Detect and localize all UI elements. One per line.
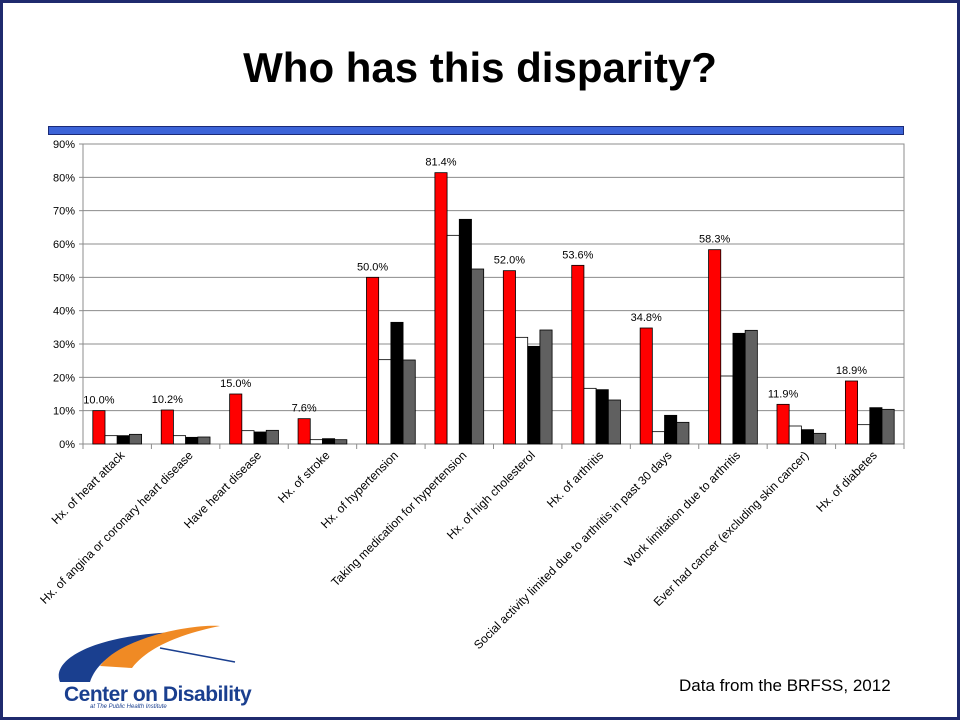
y-tick-label: 20% xyxy=(53,372,75,384)
bar xyxy=(197,436,211,445)
bar xyxy=(334,439,348,445)
bar xyxy=(173,435,187,445)
bar xyxy=(857,424,871,445)
bar xyxy=(116,435,130,445)
y-tick-label: 50% xyxy=(53,272,75,284)
bar xyxy=(309,439,323,445)
bar xyxy=(708,249,722,445)
bar xyxy=(378,359,392,445)
bar xyxy=(515,336,529,445)
data-label: 52.0% xyxy=(494,255,525,267)
y-tick-label: 60% xyxy=(53,239,75,251)
bar xyxy=(607,399,621,445)
bar xyxy=(92,410,106,445)
bar xyxy=(265,429,279,445)
data-label: 53.6% xyxy=(562,249,593,261)
slide-title: Who has this disparity? xyxy=(243,44,717,91)
bar xyxy=(776,403,790,445)
logo-text: Center on Disability xyxy=(64,683,252,706)
bar xyxy=(881,408,895,445)
bar xyxy=(800,429,814,445)
x-category-label: Ever had cancer (excluding skin cancer) xyxy=(651,448,812,609)
bar xyxy=(651,431,665,445)
center-on-disability-logo xyxy=(58,625,236,682)
data-label: 11.9% xyxy=(768,388,799,400)
data-label: 7.6% xyxy=(292,403,317,415)
bar xyxy=(104,435,118,445)
bar xyxy=(471,268,485,445)
bar xyxy=(434,172,448,445)
logo-subtext: at The Public Health Institute xyxy=(90,704,167,710)
y-tick-label: 40% xyxy=(53,306,75,318)
bar xyxy=(527,345,541,445)
bar xyxy=(129,433,143,445)
data-label: 10.2% xyxy=(152,394,183,406)
data-source-note: Data from the BRFSS, 2012 xyxy=(679,676,891,695)
bar xyxy=(595,389,609,445)
bar xyxy=(676,421,690,445)
bar xyxy=(297,418,311,445)
data-label: 15.0% xyxy=(220,378,251,390)
bar xyxy=(160,409,174,445)
bar xyxy=(446,234,460,445)
x-category-label: Hx. of stroke xyxy=(275,448,333,506)
y-tick-label: 30% xyxy=(53,339,75,351)
bar xyxy=(241,430,255,445)
x-category-label: Hx. of arthritis xyxy=(544,448,606,510)
data-label: 50.0% xyxy=(357,261,388,273)
x-category-label: Work limitation due to arthritis xyxy=(622,448,744,570)
data-label: 81.4% xyxy=(425,157,456,169)
y-tick-label: 70% xyxy=(53,206,75,218)
x-category-label: Hx. of diabetes xyxy=(813,448,880,515)
bar xyxy=(844,380,858,445)
data-label: 58.3% xyxy=(699,234,730,246)
bar xyxy=(253,431,267,445)
x-category-label: Hx. of angina or coronary heart disease xyxy=(37,448,196,607)
x-category-label: Taking medication for hypertension xyxy=(328,448,469,589)
y-tick-label: 10% xyxy=(53,406,75,418)
bar xyxy=(322,438,336,445)
bar xyxy=(229,393,243,445)
x-category-label: Hx. of heart attack xyxy=(49,448,128,527)
bar xyxy=(571,264,585,445)
bar xyxy=(583,387,597,445)
bar xyxy=(185,436,199,445)
y-tick-label: 80% xyxy=(53,172,75,184)
title-divider-bar xyxy=(48,126,904,135)
bar xyxy=(402,359,416,445)
data-label: 18.9% xyxy=(836,365,867,377)
bar xyxy=(390,321,404,445)
bar xyxy=(502,270,516,445)
bar xyxy=(813,432,827,445)
bar xyxy=(732,332,746,445)
y-tick-label: 90% xyxy=(53,139,75,151)
bar xyxy=(639,327,653,445)
bar xyxy=(869,407,883,445)
data-label: 10.0% xyxy=(83,395,114,407)
data-label: 34.8% xyxy=(631,312,662,324)
bar xyxy=(720,375,734,445)
bar xyxy=(366,276,380,445)
x-category-label: Have heart disease xyxy=(181,448,264,531)
bar xyxy=(458,218,472,445)
bar xyxy=(744,329,758,445)
y-tick-label: 0% xyxy=(59,439,75,451)
bar xyxy=(788,425,802,445)
bar xyxy=(664,414,678,445)
bar xyxy=(539,329,553,445)
